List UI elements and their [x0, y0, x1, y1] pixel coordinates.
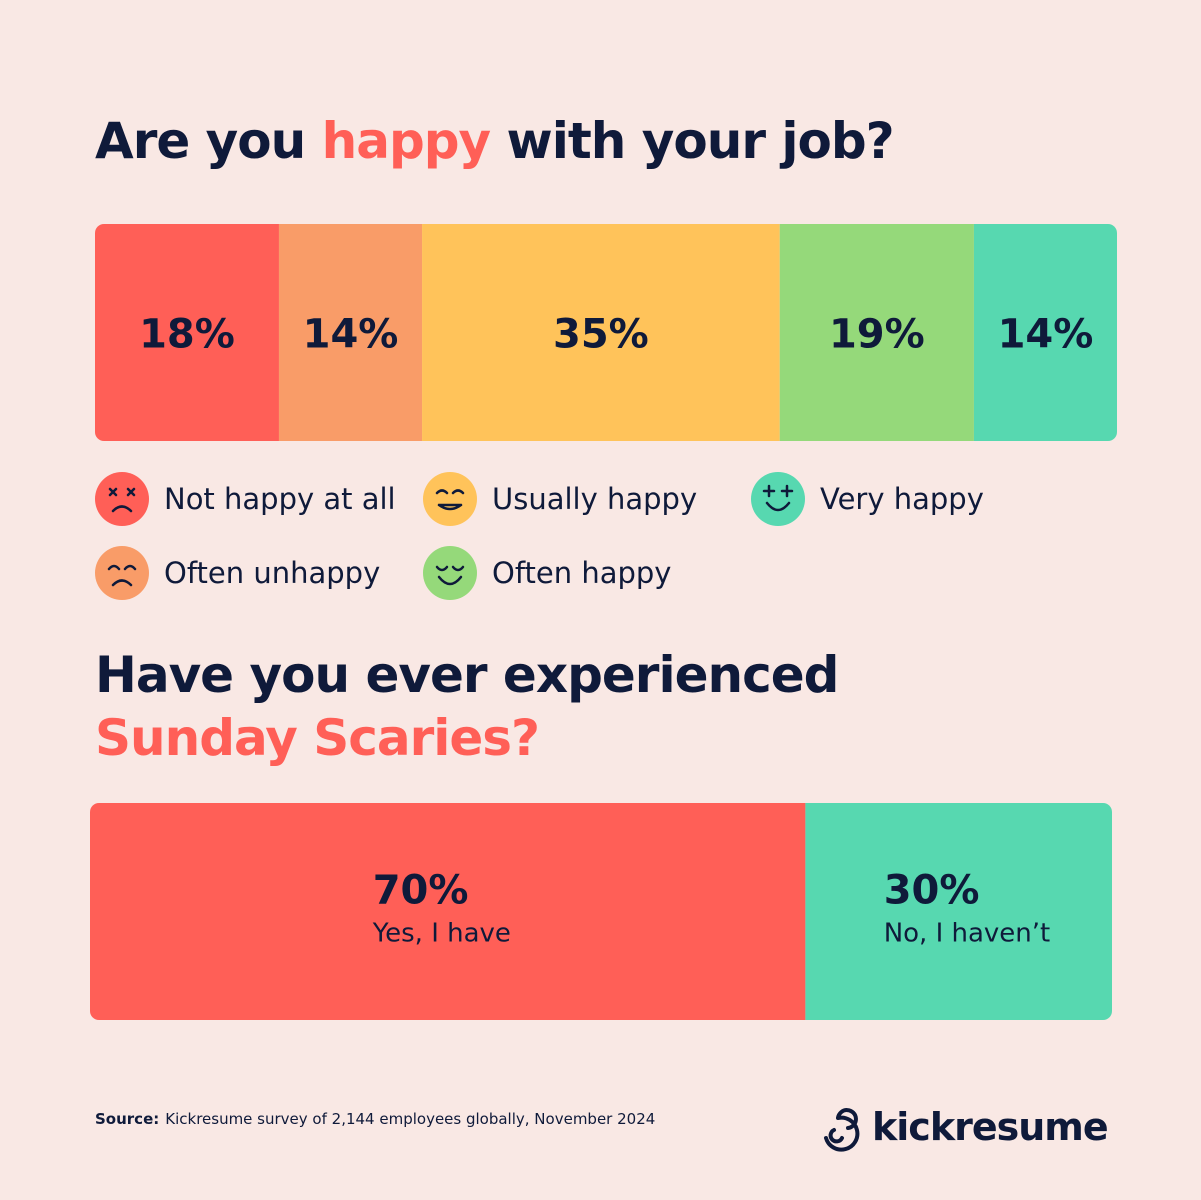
legend-label: Often happy [492, 556, 671, 590]
value-label: 14% [998, 312, 1094, 358]
legend-label: Very happy [820, 482, 984, 516]
legend-icon [751, 472, 805, 526]
bar-segment [973, 224, 1117, 441]
value-label: 14% [303, 312, 399, 358]
source-text: Kickresume survey of 2,144 employees glo… [165, 1110, 655, 1128]
legend-icon [423, 472, 477, 526]
bar-segment [90, 803, 806, 1020]
bar-group [90, 803, 1112, 1020]
value-label: 18% [139, 312, 235, 358]
bar-segment [278, 224, 423, 441]
brand-logo [824, 1108, 860, 1152]
legend-label: Not happy at all [164, 482, 396, 516]
chart-title: Have you ever experienced Sunday Scaries… [95, 646, 855, 767]
legend-face [435, 565, 465, 586]
legend-icon [95, 472, 149, 526]
legend-label: Often unhappy [164, 556, 380, 590]
brand: kickresume [872, 1105, 1108, 1149]
value-label: 70% [373, 868, 469, 914]
legend-label: Usually happy [492, 482, 697, 516]
bar-segment [779, 224, 974, 441]
value-label: 19% [829, 312, 925, 358]
legend-face [762, 484, 794, 512]
category-label: No, I haven’t [884, 919, 1051, 949]
source-label: Source: [95, 1110, 159, 1128]
legend-face [107, 564, 137, 587]
legend-icon [95, 546, 149, 600]
legend-icon [423, 546, 477, 600]
chart-title: Are you happy with your job? [95, 112, 894, 170]
bar-segment [422, 224, 780, 441]
bar-segment [95, 224, 279, 441]
bar-segment [805, 803, 1112, 1020]
category-label: Yes, I have [372, 919, 511, 949]
value-label: 30% [884, 868, 980, 914]
bar-group [95, 224, 1117, 441]
legend-face [435, 489, 465, 511]
value-label: 35% [553, 312, 649, 358]
source: Source: Kickresume survey of 2,144 employ… [95, 1110, 655, 1128]
legend-face [108, 487, 136, 513]
